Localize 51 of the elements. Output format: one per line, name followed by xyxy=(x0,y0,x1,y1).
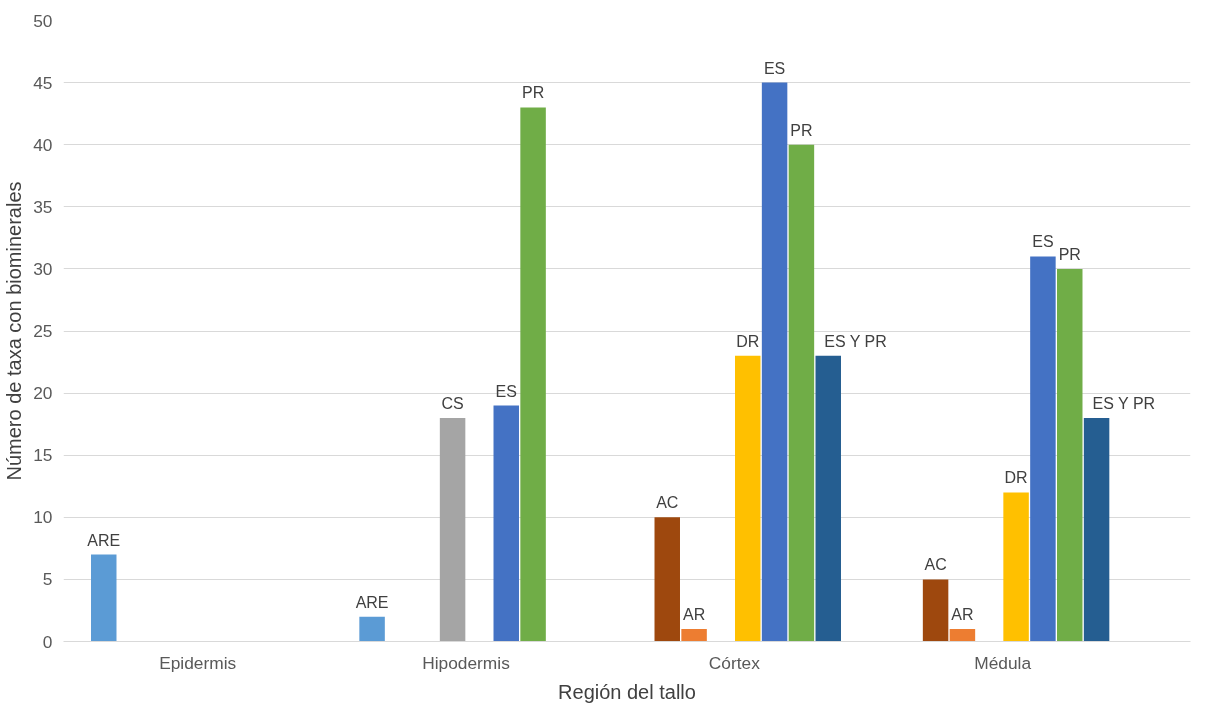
y-tick-label: 50 xyxy=(33,10,53,31)
bar xyxy=(681,629,707,642)
bar xyxy=(1030,256,1056,642)
y-tick-label: 35 xyxy=(33,196,53,217)
bar xyxy=(1083,417,1110,642)
bar xyxy=(735,355,761,642)
bar xyxy=(91,554,117,642)
series-label: DR xyxy=(736,332,760,350)
series-label: PR xyxy=(521,84,545,102)
text: ES xyxy=(1032,233,1054,251)
bar xyxy=(493,405,519,642)
series-label: AC xyxy=(656,494,679,512)
bar xyxy=(761,82,788,642)
x-axis-title: Región del tallo xyxy=(558,680,696,703)
series-label: CS xyxy=(441,394,464,412)
bar xyxy=(439,417,466,642)
text: ES Y PR xyxy=(1092,394,1156,412)
bar xyxy=(949,629,976,642)
x-tick-label: Córtex xyxy=(708,652,761,673)
series-label: ES xyxy=(495,382,517,400)
y-tick-label: 40 xyxy=(33,134,53,155)
text: PR xyxy=(1058,245,1081,263)
y-axis-title: Número de taxa con biominerales xyxy=(3,181,26,481)
y-tick-label: 0 xyxy=(42,631,53,652)
bar xyxy=(922,579,949,642)
text: AR xyxy=(951,606,974,624)
y-tick-label: 15 xyxy=(33,445,53,466)
series-label: ES Y PR xyxy=(824,332,887,350)
x-tick-label: Hipodermis xyxy=(422,652,511,673)
bar xyxy=(815,355,841,642)
x-tick-label: Médula xyxy=(974,652,1032,673)
y-tick-label: 30 xyxy=(33,258,53,279)
text: ES xyxy=(763,59,786,77)
y-tick-label: 25 xyxy=(33,321,53,341)
bar xyxy=(520,107,546,642)
bar xyxy=(1057,268,1083,642)
series-label: AR xyxy=(682,606,706,624)
text: ARE xyxy=(355,593,389,611)
series-label: ARE xyxy=(87,531,121,549)
bar xyxy=(654,517,680,642)
bar xyxy=(1003,492,1029,642)
y-tick-label: 5 xyxy=(42,569,53,590)
text: PR xyxy=(790,121,813,139)
bar xyxy=(359,616,385,642)
y-tick-label: 45 xyxy=(33,72,53,93)
text: AC xyxy=(924,556,947,574)
bar xyxy=(788,144,815,642)
text: DR xyxy=(1004,469,1028,487)
y-tick-label: 10 xyxy=(33,507,53,528)
x-tick-label: Epidermis xyxy=(159,652,237,673)
y-tick-label: 20 xyxy=(33,383,53,404)
